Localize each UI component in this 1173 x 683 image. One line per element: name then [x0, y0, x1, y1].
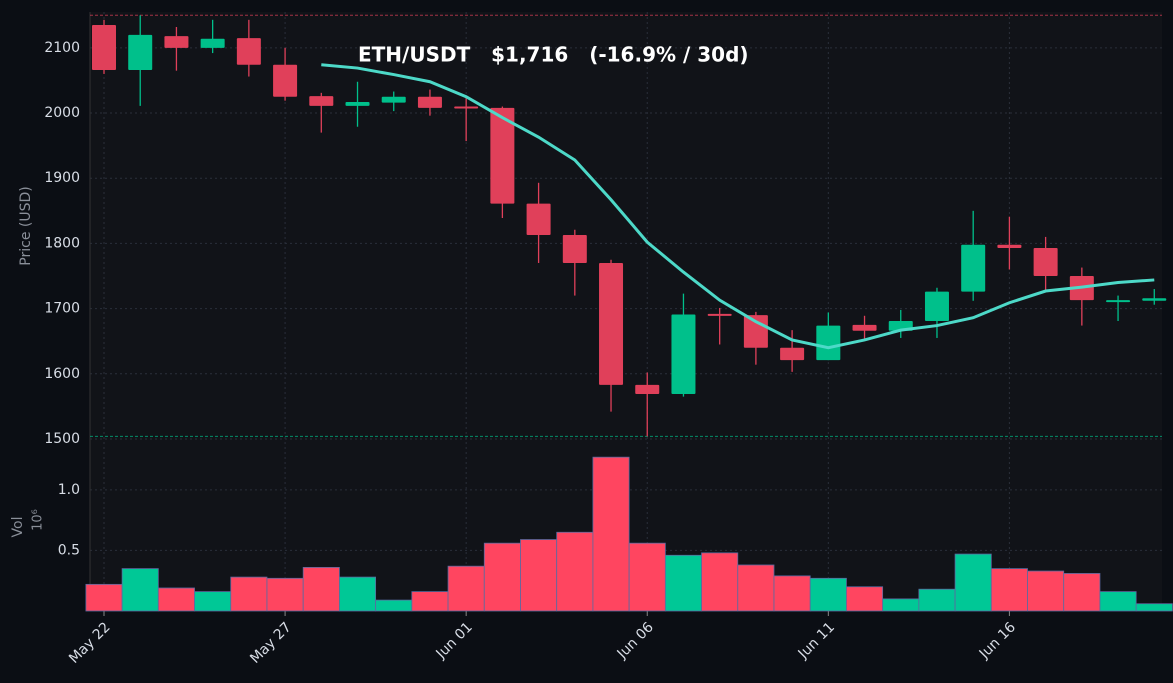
y-tick-label: 2100: [44, 40, 80, 56]
volume-bar: [809, 577, 847, 612]
candle-body: [961, 244, 986, 292]
x-tick-label: Jun 16: [976, 619, 1019, 662]
volume-bar: [520, 539, 558, 612]
volume-bar: [266, 577, 304, 612]
volume-tick-label: 1.0: [58, 482, 80, 498]
volume-bar: [773, 575, 811, 612]
candle-body: [635, 384, 660, 395]
candle-body: [816, 325, 841, 361]
candle-body: [128, 34, 153, 71]
y-tick-label: 2000: [44, 105, 80, 121]
candle-body: [671, 314, 696, 395]
y-tick-label: 1800: [44, 235, 80, 251]
candle-body: [526, 203, 551, 235]
candle-body: [924, 291, 949, 322]
volume-bar: [664, 554, 702, 612]
volume-bar: [194, 591, 232, 612]
volume-tick-label: 0.5: [58, 542, 80, 558]
candle-body: [236, 38, 261, 65]
candle-body: [273, 64, 298, 97]
candle-body: [417, 96, 442, 108]
volume-bar: [1135, 603, 1173, 612]
candle-body: [562, 234, 587, 263]
candle-body: [92, 25, 116, 71]
candle-body: [490, 107, 515, 204]
volume-bar: [990, 568, 1028, 612]
chart-title: ETH/USDT $1,716 (-16.9% / 30d): [358, 43, 749, 67]
volume-bar: [339, 576, 377, 612]
candle-body: [164, 36, 189, 48]
x-tick-label: May 27: [247, 619, 295, 667]
y-tick-label: 1700: [44, 301, 80, 317]
volume-bar: [85, 583, 123, 612]
candle-body: [454, 106, 479, 109]
volume-bar: [954, 553, 992, 612]
candle-body: [1106, 300, 1131, 303]
candle-body: [381, 96, 406, 103]
volume-bar: [737, 564, 775, 612]
y-tick-label: 1500: [44, 431, 80, 447]
candle-body: [852, 324, 877, 331]
volume-bar: [918, 588, 956, 612]
moving-average-line: [321, 63, 1155, 350]
volume-bar: [628, 542, 666, 612]
x-tick-label: Jun 01: [433, 619, 476, 662]
candle-body: [997, 244, 1022, 248]
candle-body: [309, 96, 334, 106]
x-tick-label: Jun 06: [614, 619, 657, 662]
volume-bar: [1099, 591, 1137, 612]
candle-body: [780, 347, 805, 361]
candle-body: [707, 313, 732, 316]
volume-bar: [375, 599, 413, 612]
volume-bar: [882, 598, 920, 612]
candle-body: [1142, 298, 1167, 301]
volume-bar: [1027, 570, 1065, 612]
volume-bar: [230, 576, 268, 612]
volume-bar: [411, 591, 449, 612]
candle-body: [200, 38, 225, 48]
volume-bar: [447, 565, 485, 612]
volume-bar: [302, 566, 340, 612]
y-tick-label: 1600: [44, 366, 80, 382]
volume-bar: [592, 456, 630, 612]
x-tick-label: May 22: [66, 619, 114, 667]
y-tick-label: 1900: [44, 170, 80, 186]
volume-bar: [556, 531, 594, 612]
volume-bar: [1063, 573, 1101, 612]
candle-body: [345, 101, 370, 106]
volume-bar: [701, 552, 739, 612]
y-axis-label: Price (USD): [18, 186, 34, 265]
volume-bar: [121, 568, 159, 612]
volume-bar: [483, 542, 521, 612]
volume-bar: [157, 587, 195, 612]
volume-bar: [846, 586, 884, 612]
volume-multiplier: 10⁶: [31, 509, 46, 531]
x-tick-label: Jun 11: [795, 619, 838, 662]
volume-axis-label: Vol: [10, 517, 26, 538]
candle-body: [1033, 247, 1058, 277]
candle-body: [599, 262, 624, 385]
